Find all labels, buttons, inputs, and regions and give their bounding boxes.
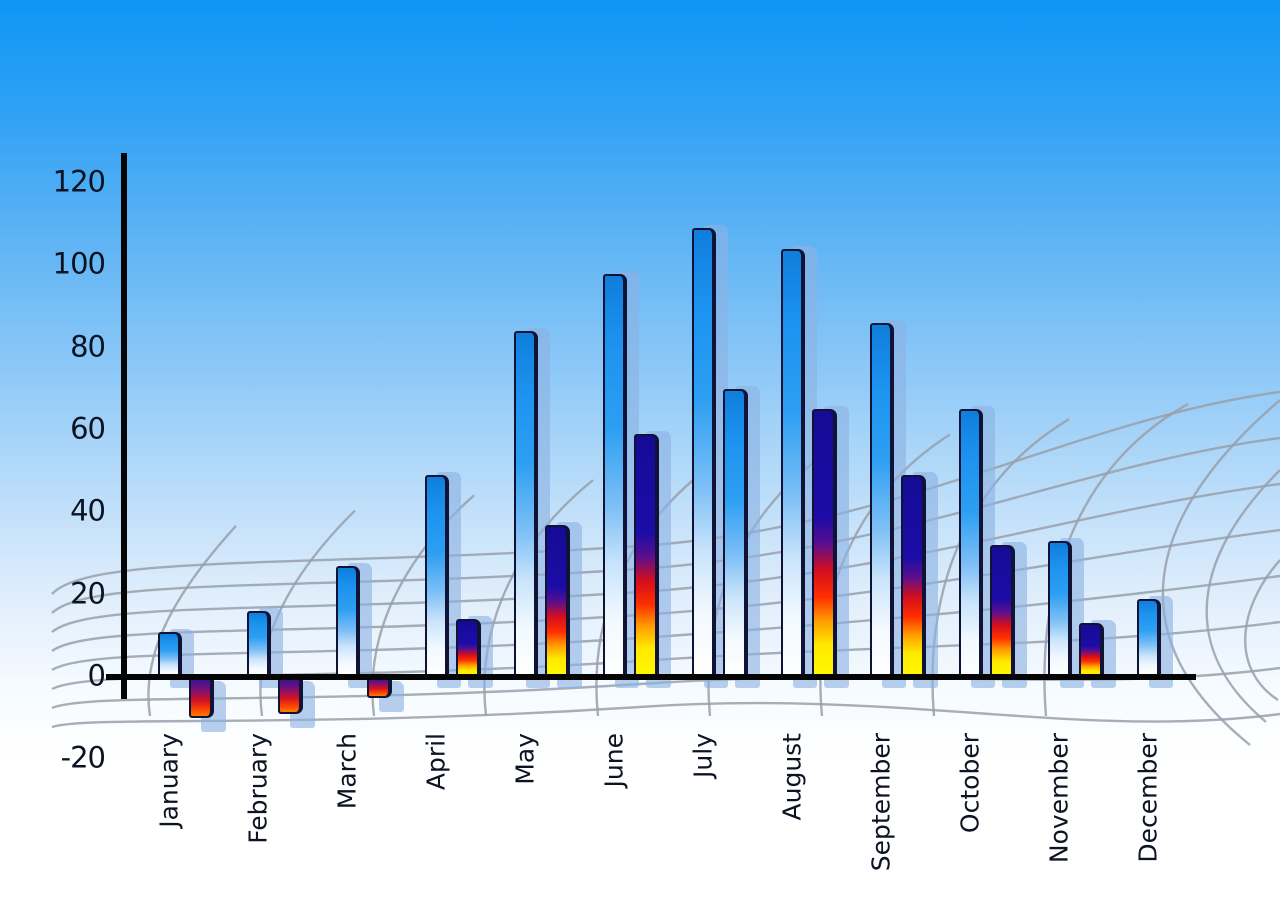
x-tick-label-april: April [421, 733, 451, 791]
bar-september-secondary [901, 475, 926, 677]
bar-december-primary [1137, 598, 1161, 677]
x-tick-label-december: December [1133, 733, 1163, 863]
x-tick-label-july: July [688, 733, 718, 778]
x-tick-label-may: May [510, 733, 540, 785]
y-tick-label-120: 120 [52, 164, 106, 199]
x-tick-label-november: November [1044, 733, 1074, 864]
bar-november-primary [1048, 541, 1072, 677]
x-axis-line [106, 674, 1196, 680]
bar-march-primary [336, 565, 360, 677]
bar-november-secondary [1079, 623, 1104, 677]
mesh-line [1043, 402, 1189, 717]
y-axis-line [121, 153, 127, 699]
x-tick-label-august: August [777, 733, 807, 821]
bar-august-secondary [812, 409, 837, 677]
bar-june-primary [603, 273, 627, 677]
bar-october-secondary [990, 545, 1015, 677]
bar-august-primary [781, 248, 805, 677]
y-tick-label-100: 100 [52, 246, 106, 281]
y-tick-label-60: 60 [70, 411, 106, 446]
bar-february-primary [247, 611, 271, 677]
bar-september-primary [870, 322, 894, 677]
bar-january-secondary [189, 677, 214, 719]
bar-may-primary [514, 331, 538, 677]
mesh-line [51, 701, 1280, 729]
y-tick-label-20: 20 [70, 576, 106, 611]
y-tick-label-0: 0 [87, 658, 106, 693]
y-tick-label--20: -20 [60, 740, 106, 775]
y-tick-label-40: 40 [70, 493, 106, 528]
bar-april-primary [425, 475, 449, 677]
x-tick-label-june: June [599, 733, 629, 788]
x-tick-label-september: September [866, 733, 896, 872]
bar-october-primary [959, 409, 983, 677]
bar-february-secondary [278, 677, 303, 715]
mesh-line [1161, 399, 1280, 746]
mesh-line [1244, 559, 1280, 702]
x-tick-label-october: October [955, 733, 985, 834]
bar-july-secondary [723, 388, 748, 677]
bar-april-secondary [456, 619, 481, 677]
bar-june-secondary [634, 434, 659, 677]
y-tick-label-80: 80 [70, 329, 106, 364]
mesh-line [147, 524, 237, 717]
bar-march-secondary [367, 677, 392, 698]
x-tick-label-march: March [332, 733, 362, 810]
x-tick-label-february: February [243, 733, 273, 844]
mesh-line [1205, 469, 1280, 723]
bar-may-secondary [545, 524, 570, 677]
x-tick-label-january: January [154, 733, 184, 828]
bar-july-primary [692, 228, 716, 677]
bar-january-primary [158, 631, 182, 677]
